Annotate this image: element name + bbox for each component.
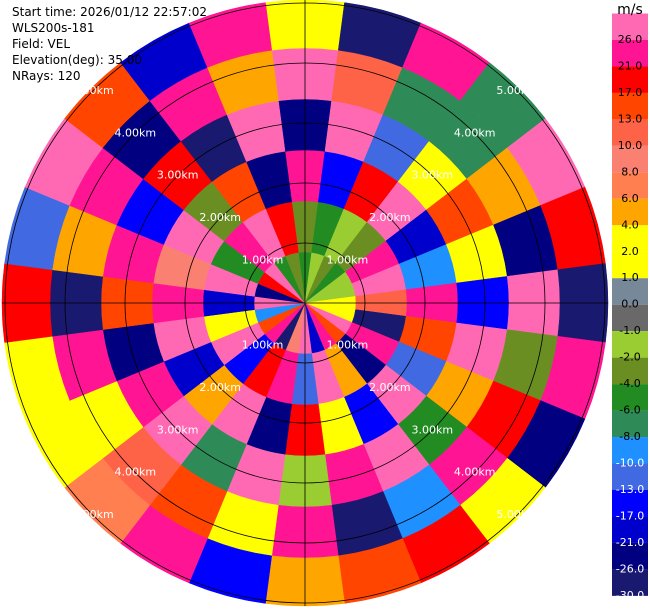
colorbar-label: 21.0	[618, 59, 643, 72]
range-ring	[124, 122, 486, 484]
colorbar-segment	[612, 145, 648, 173]
range-ring-label: 5.00km	[496, 84, 538, 97]
colorbar-segment	[612, 569, 648, 596]
range-ring	[4, 2, 606, 604]
range-ring-label: 4.00km	[115, 126, 157, 139]
colorbar-label: 13.0	[618, 112, 643, 125]
colorbar-segment	[612, 40, 648, 67]
colorbar-label: -2.0	[619, 351, 640, 364]
colorbar-label: 6.0	[621, 192, 639, 205]
colorbar-segment	[612, 489, 648, 517]
range-ring-label: 3.00km	[411, 169, 453, 182]
colorbar-segment	[612, 357, 648, 385]
colorbar-unit: m/s	[617, 2, 643, 18]
colorbar-label: -1.0	[619, 324, 640, 337]
range-ring-label: 3.00km	[411, 423, 453, 436]
range-ring-label: 1.00km	[327, 254, 369, 267]
colorbar-segment	[612, 410, 648, 438]
ppi-plot: 1.00km 1.00km 1.00km 1.00km 2.00km 2.00km 2.00…	[1, 0, 609, 607]
range-ring-label: 2.00km	[199, 211, 241, 224]
colorbar-label: -6.0	[619, 404, 640, 417]
colorbar-segment	[612, 542, 648, 570]
colorbar-label: -21.0	[616, 536, 644, 549]
range-ring-label: 3.00km	[157, 423, 199, 436]
colorbar-label: -4.0	[619, 377, 640, 390]
colorbar-segment	[612, 278, 648, 305]
colorbar-segment	[612, 13, 648, 41]
colorbar-label: -26.0	[616, 562, 644, 575]
range-ring-label: 5.00km	[496, 508, 538, 521]
range-ring	[64, 62, 546, 544]
colorbar-label: 4.0	[621, 218, 639, 231]
range-ring-label: 3.00km	[157, 169, 199, 182]
colorbar-label: -10.0	[616, 457, 644, 470]
colorbar-segment	[612, 516, 648, 543]
colorbar-label: 26.0	[618, 33, 643, 46]
range-ring-label: 5.00km	[72, 84, 114, 97]
colorbar-label: 0.0	[621, 298, 639, 311]
header-line: NRays: 120	[12, 69, 81, 83]
colorbar-label: 10.0	[618, 139, 643, 152]
range-ring-label: 4.00km	[115, 466, 157, 479]
colorbar-label: 1.0	[621, 271, 639, 284]
colorbar-segment	[612, 304, 648, 332]
colorbar-segment	[612, 384, 648, 411]
colorbar-segment	[612, 92, 648, 120]
colorbar-segment	[612, 119, 648, 146]
range-ring-label: 4.00km	[454, 126, 496, 139]
header-line: Field: VEL	[12, 37, 70, 51]
header-line: WLS200s-181	[12, 21, 95, 35]
colorbar-label: -17.0	[616, 509, 644, 522]
colorbar-segment	[612, 225, 648, 252]
range-ring	[244, 242, 366, 364]
colorbar-segment	[612, 251, 648, 279]
range-ring-label: 2.00km	[369, 381, 411, 394]
range-ring-label: 1.00km	[242, 254, 284, 267]
colorbar-label: 17.0	[618, 86, 643, 99]
colorbar-segment	[612, 172, 648, 199]
colorbar-segment	[612, 331, 648, 358]
colorbar-label: 8.0	[621, 165, 639, 178]
colorbar-label: 2.0	[621, 245, 639, 258]
colorbar-label: -30.0	[616, 589, 644, 602]
colorbar-label: -13.0	[616, 483, 644, 496]
colorbar: 26.0 21.0 17.0 13.0 10.0 8.0 6.0 4.0 2.0 1.0 0.0 -1…	[612, 13, 648, 602]
colorbar-label: -8.0	[619, 430, 640, 443]
colorbar-segment	[612, 463, 648, 490]
range-ring-label: 1.00km	[242, 338, 284, 351]
range-ring-label: 2.00km	[369, 211, 411, 224]
header-line: Start time: 2026/01/12 22:57:02	[12, 5, 207, 19]
colorbar-segment	[612, 437, 648, 464]
range-ring-label: 5.00km	[72, 508, 114, 521]
colorbar-segment	[612, 198, 648, 226]
range-ring	[184, 182, 426, 424]
colorbar-segment	[612, 66, 648, 93]
range-ring-label: 1.00km	[327, 338, 369, 351]
header-line: Elevation(deg): 35.00	[12, 53, 142, 67]
range-ring-label: 2.00km	[199, 381, 241, 394]
range-ring-label: 4.00km	[454, 466, 496, 479]
